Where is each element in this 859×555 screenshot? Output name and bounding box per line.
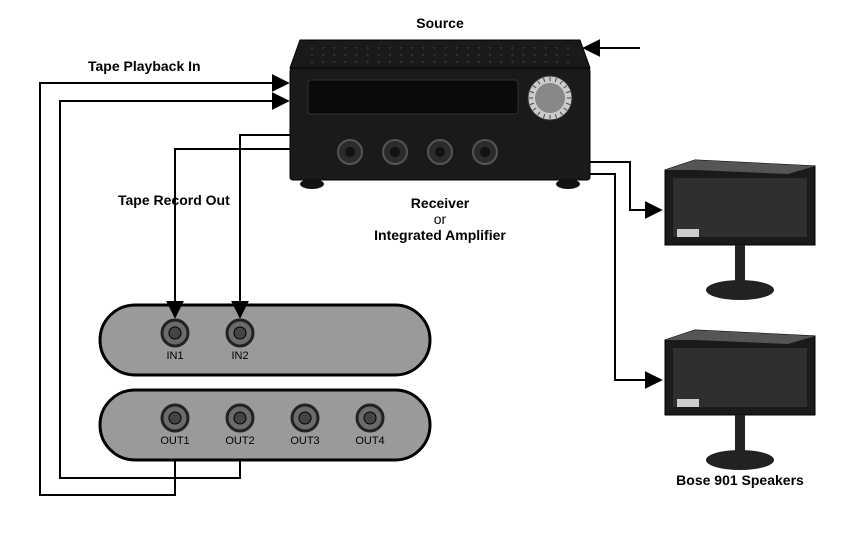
port-label: IN2 <box>231 350 248 362</box>
port-label: OUT4 <box>355 435 384 447</box>
equalizer-output-unit <box>100 390 430 460</box>
equalizer-input-unit <box>100 305 430 375</box>
port-label: OUT3 <box>290 435 319 447</box>
label-tape-playback: Tape Playback In <box>88 58 201 74</box>
port-label: OUT1 <box>160 435 189 447</box>
wire-record-in2 <box>240 135 290 317</box>
wiring-diagram: IN1 IN2 OUT1 OUT2 OUT3 OUT4 Source ReceiverorIn… <box>0 0 859 555</box>
label-receiver-3: Integrated Amplifier <box>374 227 506 243</box>
port-label: IN1 <box>166 350 183 362</box>
label-receiver-1: Receiver <box>411 195 470 211</box>
port-label: OUT2 <box>225 435 254 447</box>
speaker <box>665 160 815 300</box>
label-speakers: Bose 901 Speakers <box>676 472 804 488</box>
receiver <box>290 40 590 189</box>
label-receiver-2: or <box>434 211 447 227</box>
label-tape-record: Tape Record Out <box>118 192 230 208</box>
wire-speaker-1 <box>590 162 661 210</box>
wire-record-in1 <box>175 149 290 317</box>
speaker <box>665 330 815 470</box>
label-source: Source <box>416 15 464 31</box>
wire-speaker-2 <box>590 174 661 380</box>
